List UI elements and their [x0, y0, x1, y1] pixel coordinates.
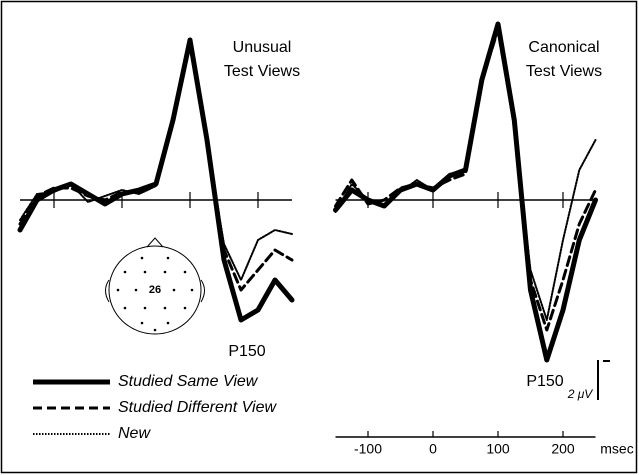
legend-label: New: [118, 425, 151, 442]
panel-title: Test Views: [224, 63, 300, 80]
erp-line: [334, 28, 597, 332]
head: [108, 245, 202, 335]
head-map: 26: [105, 237, 205, 335]
x-tick-label: 200: [551, 441, 575, 457]
panel-title: Canonical: [528, 39, 599, 56]
panel-title: Unusual: [233, 39, 292, 56]
panel-title: Test Views: [526, 63, 602, 80]
peak-label: P150: [526, 373, 563, 390]
x-unit: msec: [600, 441, 633, 457]
x-tick-label: 100: [486, 441, 510, 457]
erp-line: [334, 25, 597, 321]
nose: [146, 237, 164, 248]
peak-label: P150: [228, 343, 265, 360]
erp-line: [19, 47, 293, 281]
x-tick-label: -100: [354, 441, 382, 457]
ear: [200, 279, 205, 303]
electrodes: [116, 256, 194, 332]
legend-label: Studied Same View: [118, 373, 259, 390]
x-tick-label: 0: [429, 441, 437, 457]
scale-label: 2 μV: [567, 387, 594, 401]
ear: [105, 279, 110, 303]
legend-label: Studied Different View: [118, 399, 277, 416]
electrode-label: 26: [149, 284, 161, 296]
